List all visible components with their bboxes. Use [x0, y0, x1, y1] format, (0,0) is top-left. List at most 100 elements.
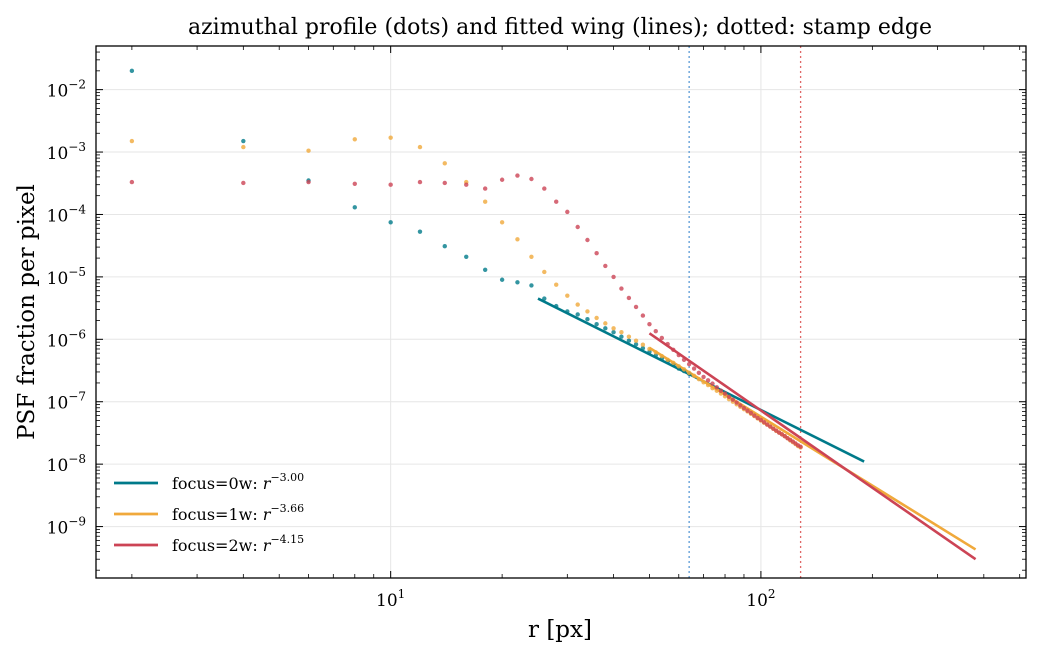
profile-point: [798, 444, 803, 449]
profile-point: [626, 295, 632, 301]
profile-point: [653, 350, 658, 355]
profile-point: [755, 415, 760, 421]
legend-label: focus=1w: r−3.66: [172, 502, 304, 524]
profile-point: [129, 179, 135, 185]
legend: focus=0w: r−3.00 focus=1w: r−3.66 focus=2w…: [114, 471, 304, 555]
profile-point: [619, 334, 624, 339]
profile-point: [696, 376, 702, 382]
profile-point: [686, 370, 692, 376]
profile-point: [352, 205, 357, 210]
profile-point: [619, 286, 624, 291]
profile-point: [482, 186, 488, 191]
profile-point: [696, 370, 702, 376]
profile-point: [442, 161, 447, 166]
profile-point: [575, 312, 580, 317]
profile-point: [748, 410, 754, 416]
y-tick-label: 10−7: [47, 390, 86, 414]
profile-point: [129, 68, 135, 74]
profile-point: [633, 338, 639, 343]
profile-point: [603, 321, 608, 326]
profile-point: [691, 366, 697, 371]
profile-point: [640, 346, 646, 351]
fit-lines: [537, 297, 977, 561]
profile-point: [611, 274, 616, 280]
profile-point: [647, 321, 652, 327]
profile-point: [585, 237, 590, 243]
profile-point: [594, 321, 599, 327]
fit-line: [648, 332, 977, 561]
profile-point: [745, 408, 750, 413]
grid: [96, 46, 1026, 578]
profile-point: [585, 316, 590, 322]
profile-point: [352, 137, 357, 142]
profile-point: [241, 138, 246, 144]
y-tick-label: 10−6: [47, 327, 86, 351]
profile-point: [611, 329, 616, 335]
profile-point: [738, 403, 743, 408]
profile-point: [603, 326, 608, 331]
profile-point: [626, 334, 632, 339]
profile-point: [626, 338, 632, 343]
profile-point: [741, 405, 747, 411]
profile-point: [482, 199, 488, 204]
profile-point: [633, 342, 639, 347]
profile-point: [499, 177, 505, 182]
profile-point: [659, 335, 665, 341]
profile-point: [554, 282, 559, 287]
profile-point: [734, 400, 739, 405]
profile-point: [529, 176, 534, 182]
profile-point: [306, 148, 311, 153]
profile-point: [710, 385, 715, 391]
profile-point: [565, 293, 570, 298]
profile-point: [676, 364, 681, 369]
profile-point: [640, 313, 646, 318]
profile-point: [676, 352, 681, 358]
profile-point: [352, 181, 357, 186]
y-tick-label: 10−9: [47, 515, 86, 539]
profile-point: [529, 283, 534, 288]
profile-point: [718, 388, 724, 393]
profile-point: [710, 381, 715, 386]
profile-point: [691, 373, 697, 379]
profile-point: [499, 277, 505, 282]
profile-point: [529, 254, 534, 259]
profile-point: [714, 385, 719, 390]
profile-point: [417, 179, 423, 185]
profile-series: [129, 173, 803, 449]
profile-point: [714, 388, 719, 393]
profile-point: [515, 237, 520, 242]
y-tick-label: 10−2: [47, 78, 86, 102]
profile-point: [761, 419, 767, 425]
profile-point: [686, 361, 692, 367]
legend-label: focus=2w: r−4.15: [172, 533, 304, 555]
profile-point: [619, 329, 624, 335]
profile-point: [671, 347, 676, 352]
profile-point: [647, 346, 652, 352]
profile-point: [758, 417, 764, 423]
profile-point: [665, 357, 670, 362]
profile-point: [585, 309, 590, 314]
profile-point: [671, 360, 676, 366]
profile-point: [542, 296, 547, 301]
profile-point: [464, 254, 469, 259]
profile-point: [653, 353, 658, 358]
profile-point: [681, 367, 687, 372]
legend-label: focus=0w: r−3.00: [172, 471, 304, 493]
profile-point: [554, 303, 559, 309]
profile-point: [515, 280, 520, 285]
profile-point: [442, 244, 447, 249]
profile-point: [575, 302, 580, 307]
profile-point: [640, 342, 646, 347]
profile-point: [499, 220, 505, 225]
profile-point: [388, 220, 393, 225]
profile-point: [388, 182, 393, 187]
profile-point: [575, 224, 580, 230]
profile-point: [659, 353, 665, 359]
profile-point: [417, 229, 423, 234]
profile-point: [653, 328, 658, 334]
profile-point: [388, 135, 393, 140]
profile-point: [542, 186, 547, 191]
profile-point: [554, 199, 559, 204]
profile-point: [705, 382, 711, 388]
y-tick-label: 10−5: [47, 265, 86, 289]
